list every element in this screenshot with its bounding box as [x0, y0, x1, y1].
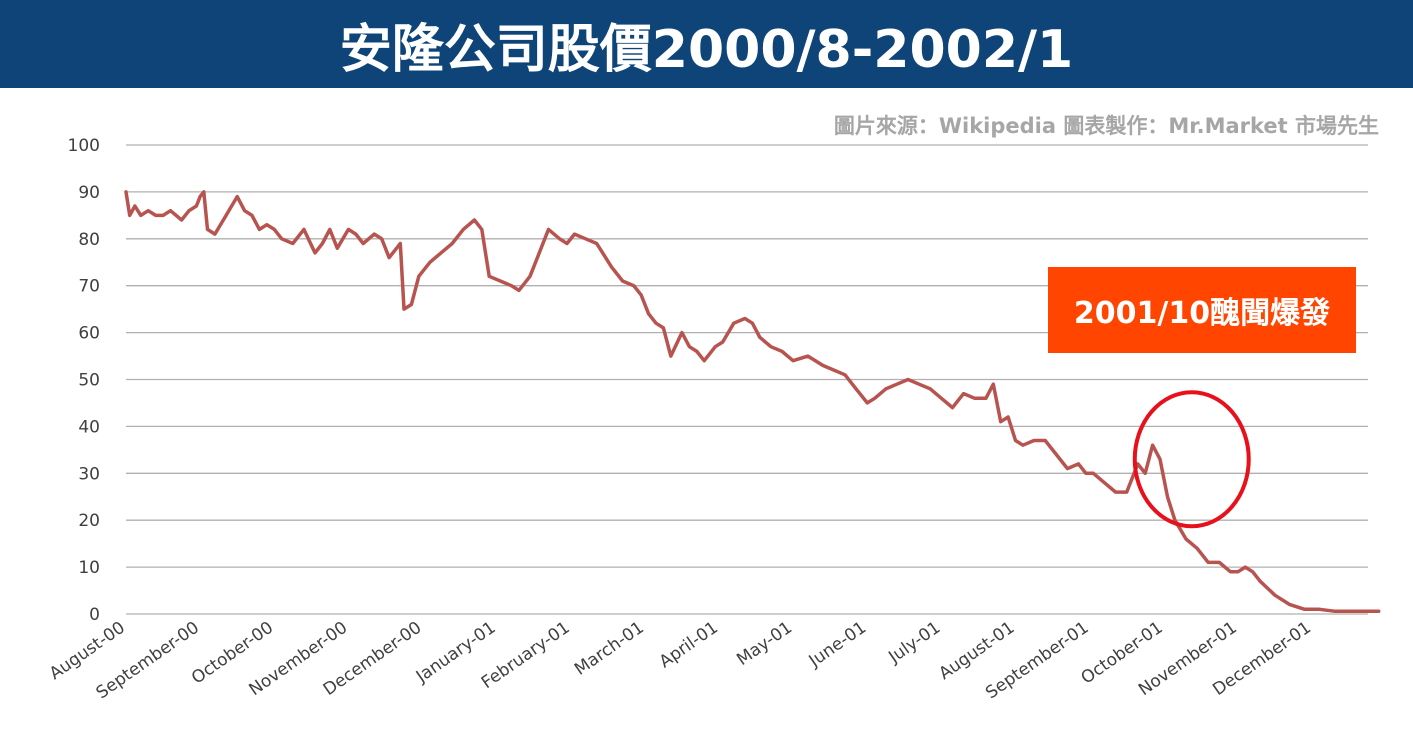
x-tick-label: March-01: [571, 618, 648, 680]
x-tick-label: July-01: [884, 618, 944, 668]
y-tick-label-10: 10: [78, 558, 100, 578]
annotation-label: 2001/10醜聞爆發: [1073, 296, 1331, 331]
y-tick-label-70: 70: [78, 277, 100, 297]
x-tick-label: April-01: [656, 618, 722, 673]
y-tick-label-20: 20: [78, 511, 100, 531]
y-tick-label-40: 40: [78, 417, 100, 437]
x-tick-label: May-01: [733, 618, 796, 670]
annotation-callout: 2001/10醜聞爆發: [1048, 267, 1356, 353]
y-tick-label-90: 90: [78, 183, 100, 203]
page-title: 安隆公司股價2000/8-2002/1: [339, 19, 1074, 80]
y-tick-label-80: 80: [78, 230, 100, 250]
y-tick-label-30: 30: [78, 464, 100, 484]
highlight-ring: [1132, 390, 1251, 529]
title-bar: 安隆公司股價2000/8-2002/1: [0, 0, 1413, 88]
y-tick-label-60: 60: [78, 324, 100, 344]
series-line: [124, 190, 1381, 613]
y-tick-label-50: 50: [78, 371, 100, 391]
y-tick-label-100: 100: [68, 136, 100, 156]
x-tick-label: June-01: [805, 618, 870, 672]
source-note: 圖片來源：Wikipedia 圖表製作：Mr.Market 市場先生: [833, 114, 1379, 138]
y-tick-label-0: 0: [89, 605, 100, 625]
